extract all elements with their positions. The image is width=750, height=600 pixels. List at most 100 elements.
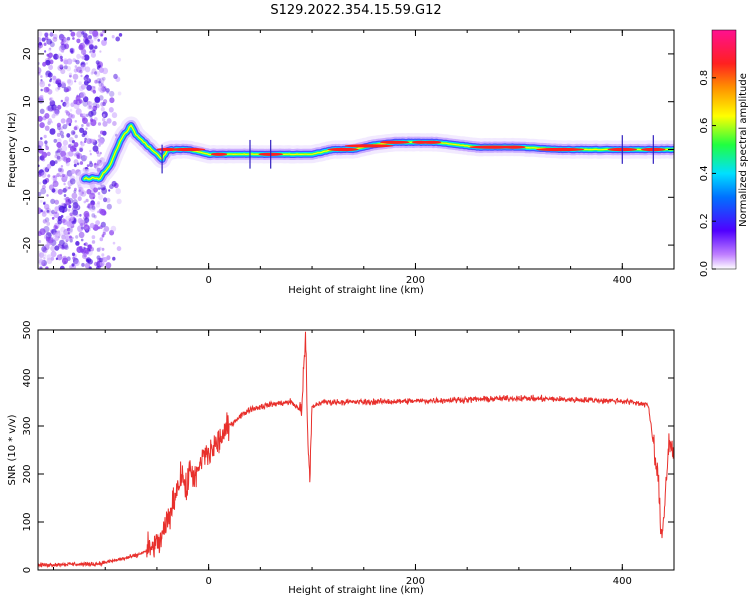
noise-blob xyxy=(97,38,100,42)
noise-blob xyxy=(49,31,54,36)
noise-blob xyxy=(68,150,74,157)
noise-blob xyxy=(40,187,47,195)
noise-blob xyxy=(43,134,47,139)
noise-blob xyxy=(61,245,65,249)
spectrogram-x-tick-label: 200 xyxy=(406,275,425,286)
noise-blob xyxy=(83,200,87,204)
noise-blob xyxy=(62,232,66,237)
noise-blob xyxy=(99,50,102,53)
spectrogram-ridge xyxy=(75,116,674,189)
noise-blob xyxy=(73,163,77,168)
noise-blob xyxy=(90,247,94,252)
noise-blob xyxy=(80,226,84,230)
noise-blob xyxy=(102,256,108,263)
noise-blob xyxy=(100,106,105,112)
noise-blob xyxy=(56,155,61,160)
noise-blob xyxy=(89,30,93,35)
ridge-peak xyxy=(170,147,206,152)
noise-blob xyxy=(94,45,98,50)
noise-blob xyxy=(41,157,46,162)
noise-blob xyxy=(94,71,101,77)
noise-blob xyxy=(38,115,43,122)
spectrogram-x-tick-label: 400 xyxy=(613,275,632,286)
noise-blob xyxy=(72,256,76,260)
noise-blob xyxy=(69,212,73,217)
noise-blob xyxy=(38,67,42,74)
snr-y-tick-label: 400 xyxy=(22,368,33,387)
noise-blob xyxy=(93,215,97,219)
noise-blob xyxy=(84,262,90,269)
noise-blob xyxy=(116,198,122,205)
noise-blob xyxy=(38,207,42,214)
noise-blob xyxy=(54,236,59,242)
noise-blob xyxy=(98,134,102,138)
noise-blob xyxy=(92,30,99,37)
snr-y-tick-label: 500 xyxy=(22,320,33,339)
noise-blob xyxy=(38,250,42,258)
noise-blob xyxy=(57,167,62,172)
noise-blob xyxy=(78,44,84,51)
noise-blob xyxy=(45,59,51,66)
noise-blob xyxy=(64,109,68,114)
noise-blob xyxy=(66,36,71,41)
noise-blob xyxy=(38,181,42,185)
noise-blob xyxy=(67,144,72,149)
noise-blob xyxy=(42,179,48,185)
noise-blob xyxy=(106,203,112,210)
noise-blob xyxy=(66,78,72,84)
noise-blob xyxy=(44,140,48,145)
noise-blob xyxy=(49,128,56,135)
noise-blob xyxy=(62,101,67,107)
noise-blob xyxy=(99,246,102,250)
noise-blob xyxy=(72,73,79,80)
noise-blob xyxy=(49,210,54,216)
noise-blob xyxy=(69,265,73,269)
noise-blob xyxy=(97,201,101,205)
noise-blob xyxy=(60,43,67,51)
noise-blob xyxy=(68,123,72,127)
noise-blob xyxy=(50,121,54,124)
noise-blob xyxy=(89,152,92,156)
noise-blob xyxy=(69,108,73,112)
noise-blob xyxy=(49,97,52,101)
noise-blob xyxy=(69,216,74,222)
noise-blob xyxy=(62,206,68,213)
noise-blob xyxy=(54,160,58,164)
noise-blob xyxy=(59,33,64,39)
noise-blob xyxy=(54,211,58,214)
noise-blob xyxy=(90,189,96,196)
noise-blob xyxy=(59,64,63,68)
noise-blob xyxy=(44,254,47,257)
noise-blob xyxy=(98,64,101,68)
noise-blob xyxy=(88,266,92,269)
noise-blob xyxy=(52,75,57,81)
noise-blob xyxy=(43,42,47,46)
noise-blob xyxy=(113,73,118,79)
noise-blob xyxy=(91,205,96,210)
noise-blob xyxy=(81,113,87,119)
noise-blob xyxy=(53,211,60,218)
noise-blob xyxy=(39,199,43,203)
ridge-peak xyxy=(501,145,526,149)
spectrogram-y-label: Frequency (Hz) xyxy=(7,112,18,188)
noise-blob xyxy=(84,66,91,73)
noise-blob xyxy=(59,253,63,257)
noise-blob xyxy=(77,217,83,224)
noise-blob xyxy=(70,31,76,37)
noise-blob xyxy=(49,47,52,50)
noise-blob xyxy=(60,99,64,103)
noise-blob xyxy=(72,202,79,209)
noise-blob xyxy=(82,130,88,136)
noise-blob xyxy=(98,194,104,201)
noise-blob xyxy=(93,187,98,193)
noise-blob xyxy=(56,155,62,162)
noise-blob xyxy=(96,255,101,260)
noise-blob xyxy=(67,208,71,212)
noise-blob xyxy=(44,143,48,147)
noise-blob xyxy=(46,194,49,197)
noise-blob xyxy=(115,188,121,195)
noise-blob xyxy=(51,114,56,119)
noise-blob xyxy=(80,222,83,226)
noise-blob xyxy=(38,31,43,37)
noise-blob xyxy=(68,186,71,190)
